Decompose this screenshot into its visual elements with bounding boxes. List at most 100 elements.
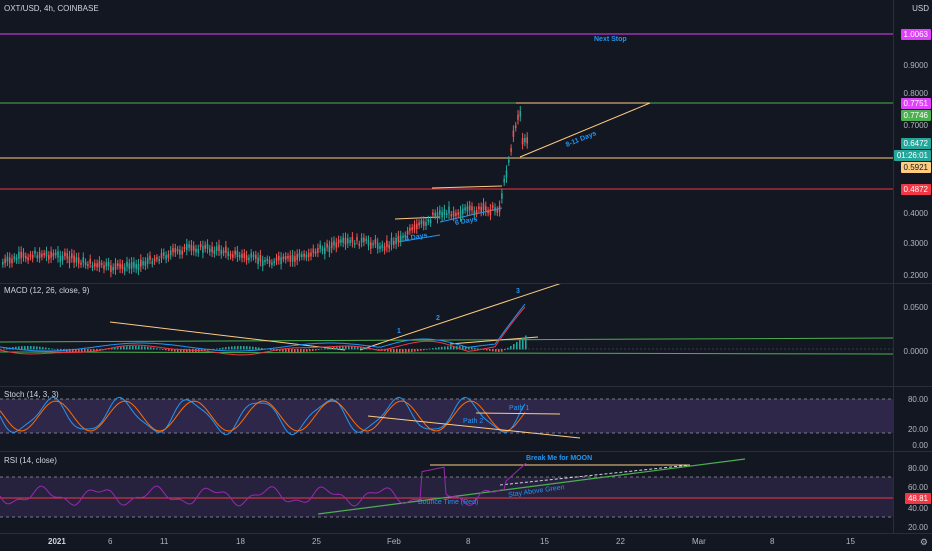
- macd-histogram-bar: [501, 349, 503, 352]
- time-label: Mar: [692, 537, 706, 546]
- candle-body: [268, 260, 271, 264]
- macd-histogram-bar: [513, 344, 515, 350]
- price-tick: 0.2000: [903, 271, 928, 280]
- macd-chart-area[interactable]: MACD (12, 26, close, 9) 1 2 3: [0, 284, 893, 386]
- candle-body: [471, 206, 473, 211]
- stoch-axis[interactable]: 80.00 20.00 0.00: [893, 387, 932, 451]
- macd-histogram-bar: [510, 345, 512, 350]
- candle-body: [213, 250, 216, 254]
- macd-trend-flat: [449, 336, 539, 345]
- candle-body: [386, 240, 388, 248]
- macd-line: [0, 303, 526, 352]
- candle-body: [521, 138, 524, 145]
- macd-histogram-bar: [483, 349, 485, 350]
- candle-body: [475, 210, 478, 214]
- rsi-axis[interactable]: 80.00 60.00 40.00 20.00 48.81: [893, 452, 932, 533]
- candle-body: [38, 252, 41, 258]
- candle-body: [241, 253, 243, 259]
- macd-svg: [0, 284, 893, 356]
- candle-body: [335, 242, 338, 248]
- price-pane[interactable]: OXT/USD, 4h, COINBASE Next Stop 8-11 Day…: [0, 0, 932, 283]
- candle-body: [468, 205, 471, 211]
- macd-axis[interactable]: 0.0500 0.0000: [893, 284, 932, 386]
- stoch-pane[interactable]: Stoch (14, 3, 3) Path 1 Path 2 80.00 20.…: [0, 387, 932, 451]
- candle-body: [448, 206, 450, 214]
- rsi-title[interactable]: RSI (14, close): [4, 456, 57, 465]
- candle-body: [326, 243, 328, 248]
- macd-histogram-bar: [135, 346, 137, 350]
- pane-separator[interactable]: [0, 451, 932, 452]
- macd-histogram-bar: [321, 348, 323, 350]
- candle-body: [87, 264, 89, 267]
- macd-histogram-bar: [24, 346, 26, 350]
- candle-body: [482, 203, 485, 211]
- macd-histogram-bar: [30, 346, 32, 350]
- pane-separator[interactable]: [0, 283, 932, 284]
- stoch-title[interactable]: Stoch (14, 3, 3): [4, 390, 59, 399]
- candle-body: [126, 261, 128, 267]
- rsi-green-trend: [317, 458, 746, 515]
- macd-histogram-bar: [411, 349, 413, 352]
- candle-body: [441, 211, 443, 218]
- macd-pane[interactable]: MACD (12, 26, close, 9) 1 2 3 0.0500 0.0…: [0, 284, 932, 386]
- macd-histogram-bar: [0, 349, 2, 350]
- macd-histogram-bar: [492, 349, 494, 352]
- macd-histogram-bar: [72, 349, 74, 353]
- macd-histogram-bar: [39, 346, 41, 350]
- break-annotation: Break Me for MOON: [526, 455, 593, 462]
- macd-histogram-bar: [519, 339, 521, 350]
- currency-label[interactable]: USD: [912, 4, 929, 13]
- gear-icon[interactable]: ⚙: [919, 537, 928, 547]
- macd-histogram-bar: [294, 349, 296, 353]
- candle-body: [140, 259, 142, 267]
- candle-body: [112, 266, 114, 271]
- candle-body: [445, 212, 448, 215]
- price-axis[interactable]: USD 0.9000 0.8000 0.7000 0.4000 0.3000 0…: [893, 0, 932, 283]
- wave-2-label: 2: [436, 315, 440, 322]
- macd-histogram-bar: [390, 349, 392, 352]
- candle-body: [172, 247, 174, 253]
- rsi-pane[interactable]: RSI (14, close) Break Me for MOON Stay A…: [0, 452, 932, 533]
- time-label: 6: [108, 537, 113, 546]
- candle-body: [27, 257, 29, 261]
- candle-body: [82, 257, 85, 263]
- price-chart-area[interactable]: OXT/USD, 4h, COINBASE Next Stop 8-11 Day…: [0, 0, 893, 283]
- candle-body: [77, 257, 80, 264]
- macd-histogram-bar: [246, 346, 248, 350]
- candle-body: [8, 257, 11, 264]
- candle-body: [434, 212, 436, 216]
- candle-body: [289, 255, 292, 262]
- rsi-chart-area[interactable]: RSI (14, close) Break Me for MOON Stay A…: [0, 452, 893, 533]
- candle-body: [192, 245, 195, 251]
- candle-body: [18, 251, 20, 259]
- rsi-svg: [0, 458, 893, 518]
- candle-body: [188, 244, 190, 248]
- macd-histogram-bar: [138, 346, 140, 350]
- macd-histogram-bar: [3, 348, 5, 350]
- candle-body: [107, 261, 110, 267]
- candle-body: [98, 261, 101, 268]
- stoch-chart-area[interactable]: Stoch (14, 3, 3) Path 1 Path 2: [0, 387, 893, 451]
- macd-title[interactable]: MACD (12, 26, close, 9): [4, 286, 90, 295]
- pane-separator[interactable]: [0, 386, 932, 387]
- candle-body: [466, 206, 469, 212]
- macd-histogram-bar: [363, 347, 365, 350]
- candles-group: [2, 106, 528, 278]
- candle-body: [137, 263, 140, 271]
- macd-histogram-bar: [6, 347, 8, 350]
- candle-body: [25, 255, 27, 259]
- candle-body: [146, 258, 149, 264]
- macd-green-lower: [0, 351, 893, 355]
- candle-body: [330, 242, 333, 249]
- time-axis[interactable]: 2021 6 11 18 25 Feb 8 15 22 Mar 8 15 ⚙: [0, 533, 932, 551]
- macd-histogram-bar: [225, 347, 227, 350]
- macd-histogram-bar: [219, 348, 221, 350]
- macd-histogram-bar: [423, 349, 425, 351]
- candle-body: [91, 264, 94, 268]
- candle-body: [485, 206, 487, 212]
- path-2-annotation: Path 2: [463, 418, 484, 425]
- wave-1-label: 1: [397, 328, 401, 335]
- candle-body: [337, 239, 340, 244]
- candle-body: [176, 249, 179, 252]
- candle-body: [418, 222, 420, 226]
